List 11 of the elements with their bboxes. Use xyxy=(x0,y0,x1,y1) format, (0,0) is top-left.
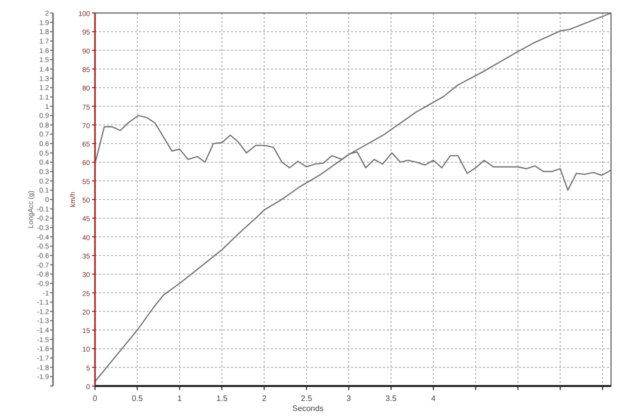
x-tick-label: 3 xyxy=(346,394,352,403)
x-tick-label: 3.5 xyxy=(386,394,398,403)
x-tick-label: 4 xyxy=(431,394,436,403)
x-tick-label: 0 xyxy=(92,394,98,403)
line-series xyxy=(94,12,611,382)
x-tick-label: 2.5 xyxy=(300,394,313,403)
x-tick-label: 0.5 xyxy=(132,394,144,403)
x-tick-label: 1.5 xyxy=(216,394,228,403)
x-tick-label: 2 xyxy=(262,394,267,403)
x-tick-label: 1 xyxy=(177,394,182,403)
x-axis-title: Seconds xyxy=(292,404,324,413)
